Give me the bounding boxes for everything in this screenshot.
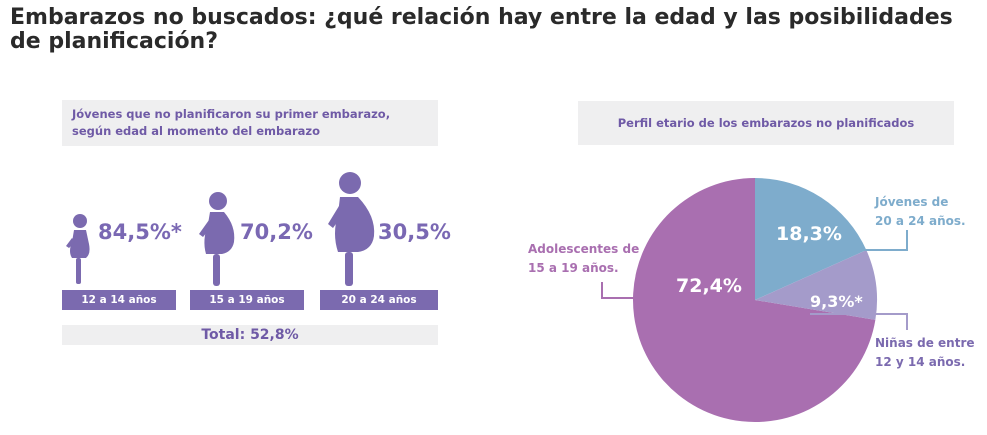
total-label: Total: 52,8% (62, 325, 438, 345)
pie-label-jovenes-line1: Jóvenes de (875, 195, 949, 209)
page-title: Embarazos no buscados: ¿qué relación hay… (10, 5, 953, 54)
leader-line-jovenes (775, 230, 908, 251)
pct-12-14: 84,5%* (98, 220, 182, 244)
age-label-20-24: 20 a 24 años (320, 290, 438, 310)
pie-label-ninas: Niñas de entre 12 y 14 años. (875, 334, 975, 372)
leader-line-adolescentes (601, 282, 745, 299)
pie-slice-jovenes (755, 178, 867, 300)
pie-label-jovenes: Jóvenes de 20 a 24 años. (875, 193, 966, 231)
pie-label-adolescentes-line1: Adolescentes de (528, 242, 640, 256)
pie-label-adolescentes-line2: 15 a 19 años. (528, 261, 619, 275)
pie-label-ninas-line1: Niñas de entre (875, 336, 975, 350)
age-label-12-14: 12 a 14 años (62, 290, 176, 310)
pie-slice-ninas (755, 250, 877, 320)
leader-line-ninas (810, 313, 908, 330)
age-label-15-19: 15 a 19 años (190, 290, 304, 310)
pie-value-adolescentes: 72,4% (676, 275, 742, 297)
pie-value-ninas: 9,3%* (810, 292, 863, 311)
pct-15-19: 70,2% (240, 220, 313, 244)
pie-label-ninas-line2: 12 y 14 años. (875, 355, 966, 369)
pie-label-jovenes-line2: 20 a 24 años. (875, 214, 966, 228)
pregnant-figure-large-icon (328, 172, 375, 286)
right-panel-heading: Perfil etario de los embarazos no planif… (578, 101, 954, 145)
pregnant-figure-medium-icon (199, 192, 235, 286)
left-panel-heading: Jóvenes que no planificaron su primer em… (62, 100, 438, 146)
girl-figure-small-icon (66, 214, 90, 284)
pie-slice-adolescentes (632, 178, 876, 422)
pie-value-jovenes: 18,3% (776, 223, 842, 245)
pct-20-24: 30,5% (378, 220, 451, 244)
pie-label-adolescentes: Adolescentes de 15 a 19 años. (528, 240, 639, 278)
